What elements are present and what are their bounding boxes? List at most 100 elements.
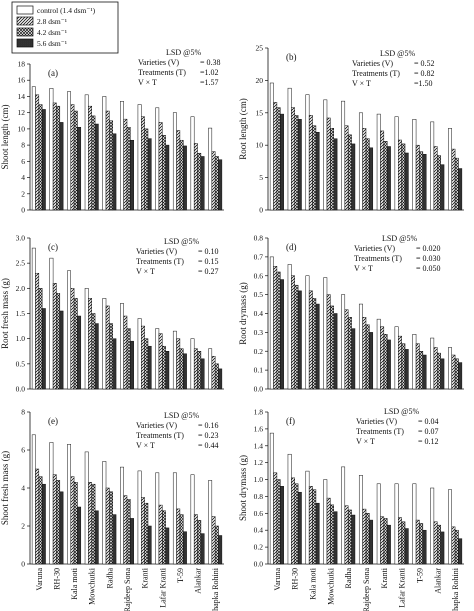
bar-kranti-s3 [386, 146, 391, 211]
bar-mowchutki-s1 [88, 298, 92, 390]
bar-rh-30-s1 [52, 474, 57, 565]
bar-rh-30-s1 [52, 283, 57, 390]
y-tick-label: 0 [21, 206, 25, 215]
bar-chapka-rohini-s2 [454, 529, 459, 565]
bar-rajdeep-sona-s0 [120, 303, 124, 390]
chart-panel-2: 0.0 0.5 1.0 1.5 2.0 2.5 3.0 Root fresh mass (g)… [0, 234, 224, 394]
bar-kala-moti-s1 [308, 290, 313, 390]
bar-t-59-s1 [176, 508, 181, 565]
bar-kala-moti-s2 [312, 298, 317, 390]
x-tick-label: Kranti [380, 567, 389, 588]
bar-kranti-s0 [137, 318, 142, 390]
bar-varuna-s0 [269, 82, 274, 211]
bar-rajdeep-sona-s3 [369, 332, 374, 390]
legend-entry-0: control (1.4 dsm⁻¹) [16, 5, 96, 15]
panel-label: (f) [286, 416, 295, 426]
bar-alankar-s2 [437, 524, 441, 565]
bar-chapka-rohini-s3 [218, 368, 223, 390]
bar-alankar-s2 [197, 520, 202, 565]
bar-t-59-s0 [172, 472, 177, 565]
bar-kranti-s0 [376, 113, 381, 211]
bar-t-59-s1 [415, 519, 420, 565]
x-tick-label: T-59 [176, 568, 185, 583]
chart-panel-5: 0.0 0.2 0.4 0.6 0.8 1.0 1.2 1.4 1.6 1.8 Shoot drym… [238, 407, 464, 611]
y-axis-label: Root length (cm) [238, 98, 248, 160]
bar-kranti-s0 [376, 318, 381, 390]
lsd-title: LSD @5% [382, 234, 417, 243]
bar-radha-s0 [341, 100, 346, 211]
bar-t-59-s2 [179, 514, 184, 565]
bar-t-59-s0 [172, 330, 177, 390]
bar-mowchutki-s0 [84, 94, 89, 211]
bar-kranti-s0 [376, 483, 381, 565]
bar-chapka-rohini-s1 [451, 354, 456, 390]
bar-lafar-kranti-s3 [165, 144, 170, 211]
bar-lafar-kranti-s2 [401, 343, 406, 390]
bar-rajdeep-sona-s3 [369, 519, 374, 565]
bar-t-59-s1 [415, 343, 420, 390]
bar-mowchutki-s3 [333, 138, 338, 211]
bar-mowchutki-s0 [323, 277, 328, 390]
bar-alankar-s1 [193, 143, 198, 211]
bar-rh-30-s1 [291, 107, 295, 211]
bar-rh-30-s3 [297, 290, 302, 390]
bar-kala-moti-s0 [67, 91, 71, 211]
bar-radha-s3 [112, 514, 117, 565]
lsd-row-label: Treatments (T) [136, 257, 184, 266]
bar-lafar-kranti-s3 [165, 527, 170, 565]
bar-kranti-s2 [144, 128, 149, 211]
bar-mowchutki-s3 [94, 123, 99, 211]
lsd-row-value: = 0.030 [416, 254, 441, 263]
bar-radha-s1 [105, 487, 110, 565]
bar-kala-moti-s0 [305, 470, 310, 565]
lsd-row-label: V × T [138, 78, 157, 87]
bar-rajdeep-sona-s2 [126, 127, 131, 211]
bar-mowchutki-s0 [323, 479, 328, 565]
bar-radha-s2 [347, 509, 352, 565]
lsd-row-label: Varieties (V) [138, 58, 179, 67]
bar-alankar-s3 [440, 531, 445, 565]
bar-radha-s3 [351, 143, 356, 211]
bar-kala-moti-s2 [73, 482, 78, 565]
panel-label: (c) [48, 242, 58, 252]
bar-kala-moti-s0 [67, 444, 71, 565]
bar-rh-30-s0 [49, 88, 54, 211]
bar-kala-moti-s2 [73, 298, 78, 390]
bar-rh-30-s3 [297, 119, 302, 211]
bar-varuna-s1 [35, 94, 40, 211]
bar-kranti-s0 [137, 104, 142, 211]
lsd-row-label: Treatments (T) [356, 427, 404, 436]
lsd-row-value: = 0.23 [198, 431, 219, 440]
x-tick-label: Mowchutki [326, 567, 335, 605]
lsd-row-value: =1.02 [200, 68, 219, 77]
lsd-row-label: Treatments (T) [354, 254, 402, 263]
bar-lafar-kranti-s2 [162, 345, 166, 390]
bar-alankar-s2 [197, 351, 202, 390]
lsd-row-label: Varieties (V) [136, 421, 177, 430]
bar-varuna-s0 [31, 86, 36, 211]
bar-rajdeep-sona-s1 [123, 495, 128, 565]
panel-label: (d) [286, 242, 297, 252]
bar-rajdeep-sona-s3 [130, 340, 134, 390]
bar-rh-30-s2 [294, 284, 299, 390]
bar-alankar-s0 [430, 121, 435, 211]
bar-kranti-s3 [147, 138, 152, 211]
bar-chapka-rohini-s0 [448, 489, 452, 565]
bar-chapka-rohini-s2 [214, 525, 219, 565]
bar-mowchutki-s1 [88, 105, 92, 211]
x-tick-label: Alankar [194, 568, 203, 594]
lsd-row-value: = 0.15 [198, 257, 219, 266]
bar-t-59-s2 [419, 523, 424, 565]
lsd-annotation: LSD @5%Varieties (V) = 0.16 Treatments (T)… [136, 411, 219, 450]
bar-t-59-s2 [419, 151, 424, 211]
bar-rajdeep-sona-s3 [130, 139, 134, 211]
bar-rh-30-s3 [59, 122, 64, 211]
y-axis-label: Root drymass (g) [238, 282, 248, 345]
bar-kala-moti-s0 [305, 94, 310, 211]
lsd-annotation: LSD @5%Varieties (V) = 0.38 Treatments (T)… [138, 48, 221, 87]
lsd-row-value: = 0.52 [414, 59, 435, 68]
bar-chapka-rohini-s0 [448, 347, 452, 390]
bar-varuna-s3 [41, 308, 46, 390]
lsd-title: LSD @5% [380, 49, 415, 58]
bar-chapka-rohini-s1 [451, 148, 456, 211]
